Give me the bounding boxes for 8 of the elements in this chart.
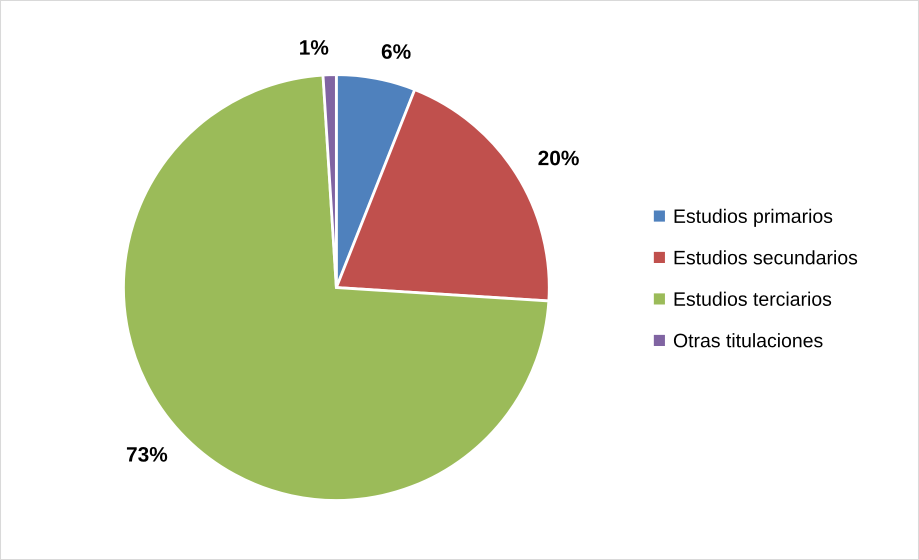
legend-label: Otras titulaciones xyxy=(674,333,823,348)
data-label: 73% xyxy=(126,447,168,462)
legend-label: Estudios primarios xyxy=(674,208,832,227)
legend-label: Estudios secundarios xyxy=(674,250,858,264)
legend-label: Estudios terciarios xyxy=(674,292,832,306)
data-label: 6% xyxy=(382,44,411,59)
data-label: 20% xyxy=(538,150,579,166)
data-label: 1% xyxy=(300,40,328,55)
